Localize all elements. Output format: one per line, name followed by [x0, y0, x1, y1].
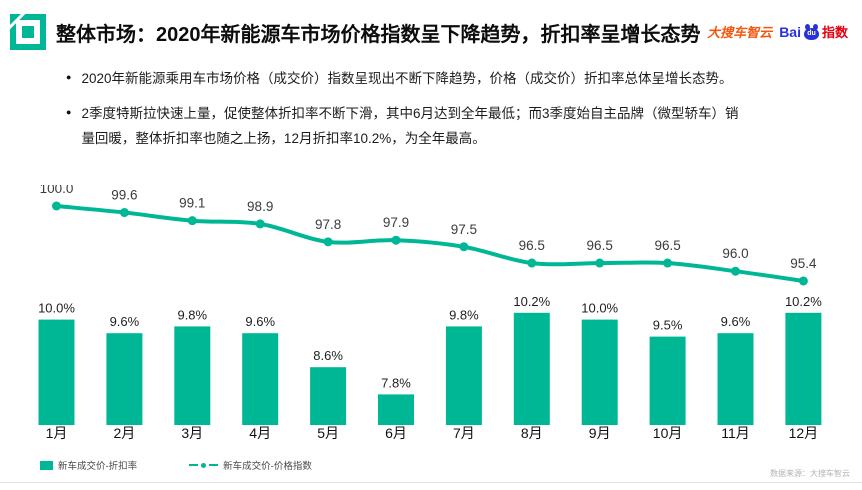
- bar-value-label: 10.2%: [785, 294, 822, 309]
- month-label: 1月: [46, 425, 68, 441]
- bullet-list: ● 2020年新能源乘用车市场价格（成交价）指数呈现出不断下降趋势，价格（成交价…: [66, 66, 742, 161]
- line-point: [595, 258, 605, 268]
- bar-value-label: 10.0%: [38, 301, 75, 316]
- discount-bar: [378, 394, 414, 425]
- discount-bar: [445, 326, 482, 425]
- index-value-label: 99.6: [111, 188, 137, 203]
- line-point: [323, 237, 333, 247]
- discount-bar: [310, 367, 347, 425]
- bar-value-label: 7.8%: [381, 375, 411, 390]
- combo-chart: 10.0% 9.6% 9.8% 9.6% 8.6% 7.8% 9.8% 10.2% 10.0% 9…: [38, 181, 822, 441]
- bullet-text: 2季度特斯拉快速上量，促使整体折扣率不断下滑，其中6月达到全年最低；而3季度始自…: [81, 106, 739, 146]
- index-value-label: 97.9: [383, 215, 409, 230]
- bullet-item: ● 2季度特斯拉快速上量，促使整体折扣率不断下滑，其中6月达到全年最低；而3季度…: [66, 101, 742, 151]
- legend-label: 新车成交价-折扣率: [58, 461, 138, 472]
- discount-bar: [174, 326, 211, 425]
- month-label: 4月: [249, 425, 271, 441]
- bar-value-label: 10.0%: [581, 301, 618, 316]
- month-label: 11月: [721, 425, 750, 441]
- discount-bar: [649, 336, 686, 425]
- chart-legend: 新车成交价-折扣率 新车成交价-价格指数: [40, 458, 364, 472]
- month-label: 3月: [181, 425, 203, 441]
- discount-bar: [581, 319, 618, 425]
- dasouche-logo-icon: [2, 3, 46, 50]
- discount-bar: [513, 312, 550, 425]
- bottom-divider: [0, 482, 862, 483]
- discount-bar: [717, 333, 754, 425]
- baidu-index-text: 指数: [821, 25, 848, 40]
- month-label: 8月: [521, 425, 543, 441]
- bar-value-label: 9.5%: [653, 318, 683, 333]
- baidu-paw-icon: du: [803, 23, 820, 40]
- index-value-label: 97.5: [451, 222, 477, 237]
- header: 整体市场：2020年新能源车市场价格指数呈下降趋势，折扣率呈增长态势 大搜车智云…: [2, 3, 848, 58]
- line-point: [459, 242, 469, 252]
- bar-value-label: 9.8%: [177, 307, 207, 322]
- chart-area: 10.0% 9.6% 9.8% 9.6% 8.6% 7.8% 9.8% 10.2% 10.0% 9…: [0, 181, 862, 485]
- line-point: [798, 276, 808, 286]
- discount-bar: [785, 312, 822, 425]
- bar-value-label: 9.6%: [721, 314, 751, 329]
- bullet-text: 2020年新能源乘用车市场价格（成交价）指数呈现出不断下降趋势，价格（成交价）折…: [81, 71, 733, 86]
- source-note: 数据来源：大搜车智云: [770, 469, 850, 478]
- bullet-dot-icon: ●: [66, 72, 72, 82]
- line-point: [731, 266, 740, 276]
- bar-value-label: 10.2%: [513, 294, 550, 309]
- index-value-label: 97.8: [315, 217, 341, 232]
- partner-logos: 大搜车智云 Bai du 指数: [707, 22, 848, 41]
- discount-bar: [38, 319, 75, 425]
- line-point: [527, 258, 537, 268]
- line-marker-icon: [189, 462, 219, 468]
- price-index-line: [54, 204, 806, 283]
- index-value-label: 98.9: [247, 199, 273, 214]
- baidu-index-logo: Bai du 指数: [779, 22, 848, 41]
- discount-bar: [242, 333, 279, 425]
- month-label: 5月: [317, 425, 339, 441]
- index-value-label: 96.5: [587, 238, 613, 253]
- line-point: [255, 219, 265, 229]
- month-label: 10月: [653, 425, 683, 441]
- legend-label: 新车成交价-价格指数: [223, 461, 312, 472]
- month-label: 9月: [589, 425, 611, 441]
- month-label: 12月: [789, 425, 819, 441]
- index-value-label: 96.5: [519, 238, 545, 253]
- index-value-label: 95.4: [790, 256, 817, 271]
- index-value-label: 99.1: [179, 196, 205, 211]
- bullet-item: ● 2020年新能源乘用车市场价格（成交价）指数呈现出不断下降趋势，价格（成交价…: [66, 66, 742, 91]
- month-label: 6月: [385, 425, 407, 441]
- index-value-label: 100.0: [40, 185, 74, 196]
- line-point: [187, 216, 197, 226]
- bullet-dot-icon: ●: [66, 107, 72, 117]
- line-point: [391, 235, 401, 245]
- bar-value-label: 9.6%: [245, 314, 275, 329]
- legend-item-discount: 新车成交价-折扣率: [40, 458, 137, 472]
- index-value-label: 96.5: [654, 238, 680, 253]
- month-label: 7月: [453, 425, 475, 441]
- dasouche-zhiyun-logo: 大搜车智云: [707, 25, 773, 40]
- line-point: [119, 208, 129, 218]
- month-label: 2月: [114, 425, 136, 441]
- baidu-logo-text: Bai: [779, 23, 801, 40]
- bar-value-label: 9.8%: [449, 307, 479, 322]
- bar-value-label: 9.6%: [110, 314, 140, 329]
- discount-bar: [106, 333, 143, 425]
- index-value-label: 96.0: [722, 246, 748, 261]
- line-point: [663, 258, 673, 268]
- line-point: [52, 201, 61, 211]
- bar-value-label: 8.6%: [313, 348, 343, 363]
- bar-swatch-icon: [40, 460, 53, 470]
- page-title: 整体市场：2020年新能源车市场价格指数呈下降趋势，折扣率呈增长态势: [56, 24, 701, 46]
- legend-item-price-index: 新车成交价-价格指数: [189, 458, 312, 472]
